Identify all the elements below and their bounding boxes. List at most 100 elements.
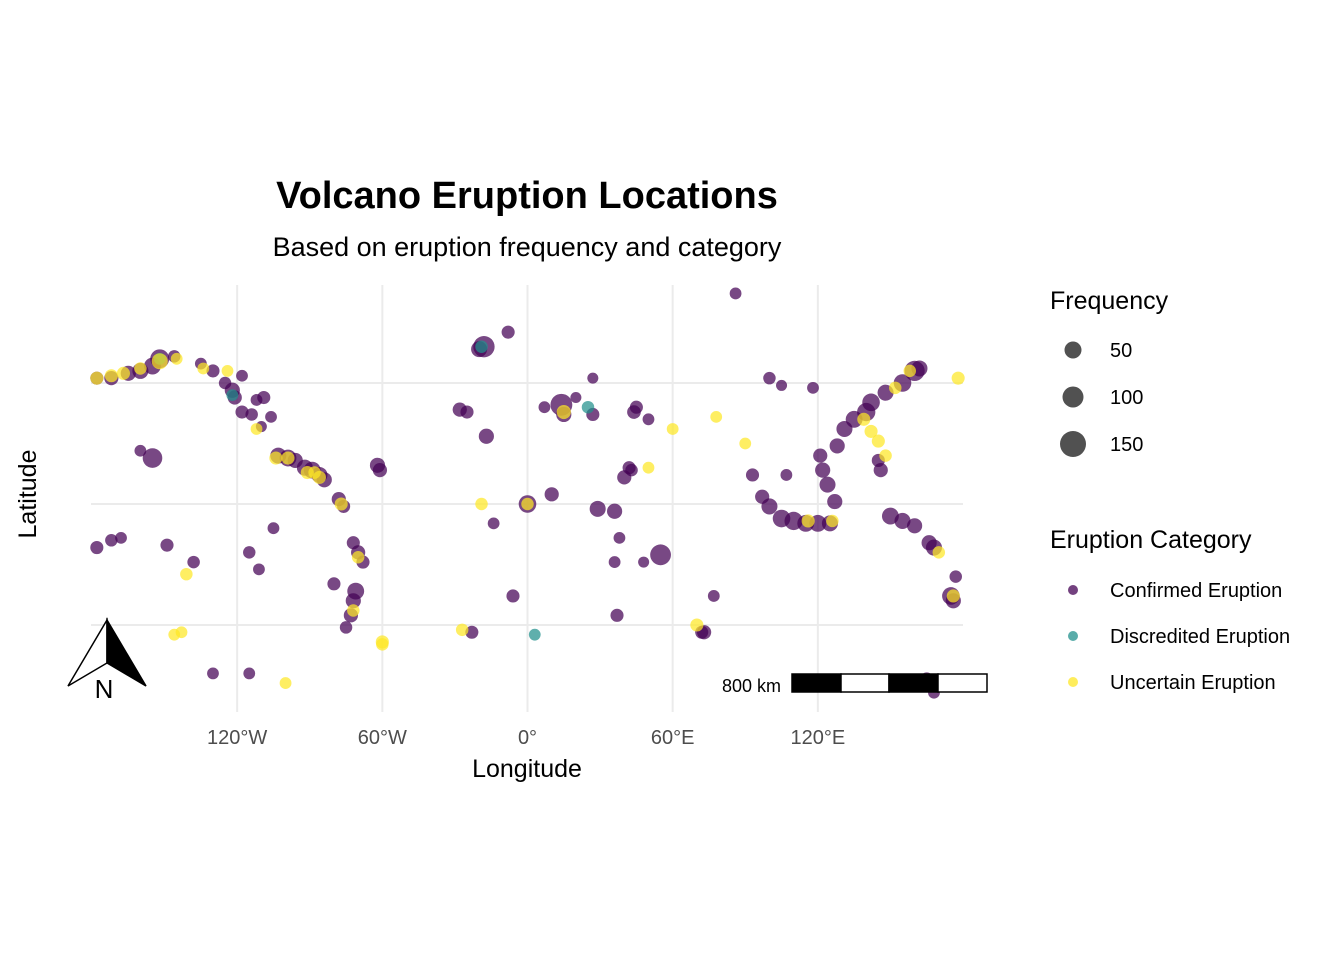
data-point — [187, 555, 200, 569]
data-point — [903, 364, 917, 378]
chart-subtitle: Based on eruption frequency and category — [273, 232, 782, 262]
data-point — [465, 625, 479, 639]
data-point — [347, 604, 360, 617]
x-axis-label: Longitude — [472, 755, 582, 783]
data-point — [827, 493, 843, 510]
data-point — [134, 444, 147, 457]
size-legend-key — [1060, 431, 1086, 457]
data-points — [90, 287, 965, 699]
data-point — [478, 428, 494, 444]
data-point — [889, 381, 902, 395]
data-point — [90, 371, 104, 385]
data-point — [279, 677, 292, 689]
data-point — [327, 577, 341, 591]
data-point — [206, 364, 220, 378]
data-point — [243, 667, 256, 680]
data-point — [763, 371, 776, 385]
data-point — [608, 556, 621, 568]
data-point — [175, 626, 188, 639]
data-point — [894, 512, 911, 529]
size-legend-label: 100 — [1110, 387, 1143, 409]
data-point — [610, 608, 624, 622]
data-point — [801, 514, 815, 528]
data-point — [556, 404, 571, 420]
data-point — [253, 563, 265, 576]
x-tick-label: 120°E — [790, 727, 845, 749]
data-point — [642, 413, 655, 426]
data-point — [151, 353, 168, 370]
chart-title: Volcano Eruption Locations — [276, 175, 778, 217]
data-point — [538, 401, 551, 414]
x-axis-ticks: 120°W 60°W 0° 60°E 120°E — [207, 727, 845, 749]
data-point — [281, 451, 295, 465]
data-point — [134, 362, 147, 375]
x-tick-label: 60°E — [651, 727, 695, 749]
data-point — [104, 369, 118, 383]
data-point — [815, 462, 831, 478]
data-point — [334, 497, 348, 511]
data-point — [879, 449, 892, 462]
data-point — [528, 628, 541, 641]
y-axis-label: Latitude — [14, 450, 42, 539]
data-point — [236, 369, 248, 382]
data-point — [487, 517, 500, 530]
data-point — [780, 469, 793, 481]
data-point — [243, 546, 256, 559]
data-point — [339, 621, 353, 634]
data-point — [829, 438, 845, 454]
data-point — [642, 461, 655, 474]
size-legend-title: Frequency — [1050, 287, 1169, 315]
data-point — [627, 405, 641, 419]
data-point — [207, 667, 219, 680]
x-tick-label: 60°W — [358, 727, 407, 749]
data-point — [581, 400, 595, 414]
data-point — [116, 366, 131, 380]
scale-bar: 800 km — [722, 673, 988, 696]
data-point — [372, 463, 388, 478]
data-point — [170, 352, 183, 365]
data-point — [949, 570, 962, 583]
data-point — [710, 410, 723, 423]
data-point — [807, 381, 819, 394]
data-point — [312, 470, 326, 484]
data-point — [501, 325, 515, 339]
data-point — [475, 497, 488, 511]
data-point — [544, 487, 559, 502]
data-point — [455, 623, 469, 637]
data-point — [257, 390, 271, 405]
color-legend-items: Confirmed Eruption Discredited Eruption Un… — [1068, 580, 1290, 694]
data-point — [761, 498, 778, 515]
size-legend-items: 50 100 150 — [1060, 340, 1143, 457]
data-point — [345, 593, 361, 609]
size-legend-label: 50 — [1110, 340, 1132, 362]
data-point — [819, 476, 836, 493]
data-point — [871, 434, 885, 448]
data-point — [460, 405, 474, 419]
data-point — [570, 392, 582, 404]
color-legend-key — [1068, 677, 1078, 687]
data-point — [826, 514, 839, 528]
data-point — [862, 393, 880, 412]
data-point — [160, 538, 174, 552]
data-point — [521, 497, 534, 511]
data-point — [245, 408, 258, 421]
data-point — [864, 424, 878, 438]
data-point — [226, 389, 239, 401]
data-point — [666, 423, 679, 435]
north-arrow: N — [67, 617, 147, 704]
data-point — [142, 448, 163, 468]
data-point — [607, 503, 623, 519]
data-point — [946, 589, 960, 603]
data-point — [857, 412, 871, 426]
north-arrow-label: N — [95, 674, 114, 704]
data-point — [221, 365, 234, 377]
data-point — [267, 522, 280, 535]
x-tick-label: 0° — [518, 727, 537, 749]
data-point — [180, 567, 193, 581]
data-point — [650, 544, 671, 566]
data-point — [351, 551, 365, 564]
data-point — [197, 362, 210, 375]
data-point — [269, 451, 283, 465]
data-point — [951, 371, 965, 385]
